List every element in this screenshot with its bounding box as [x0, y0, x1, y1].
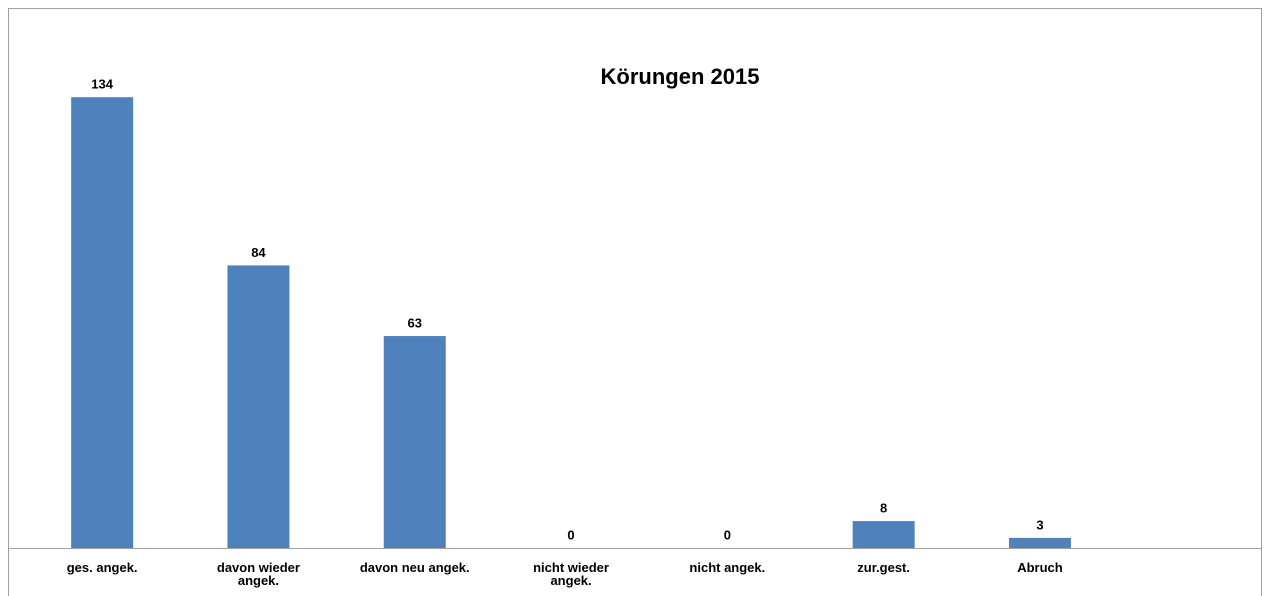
x-tick-label: zur.gest.	[857, 560, 911, 575]
data-label: 134	[91, 77, 113, 92]
bar	[71, 97, 134, 548]
bar	[383, 336, 446, 548]
x-tick-label: davon wieder angek.	[216, 560, 300, 588]
chart-frame	[8, 8, 1262, 596]
data-label: 63	[408, 315, 422, 330]
data-label: 8	[880, 501, 887, 516]
x-tick-label: nicht wieder angek.	[533, 560, 609, 588]
chart-title: Körungen 2015	[601, 64, 760, 89]
x-tick-label: davon neu angek.	[359, 560, 470, 575]
bar	[227, 265, 290, 548]
data-label: 0	[567, 527, 574, 542]
data-label: 0	[724, 527, 731, 542]
x-tick-label: ges. angek.	[66, 560, 138, 575]
bar	[1008, 537, 1071, 548]
data-label: 3	[1036, 517, 1043, 532]
x-tick-label: Abruch	[1017, 560, 1063, 575]
data-label: 84	[251, 245, 266, 260]
bar	[852, 521, 915, 548]
x-tick-label: nicht angek.	[689, 560, 766, 575]
